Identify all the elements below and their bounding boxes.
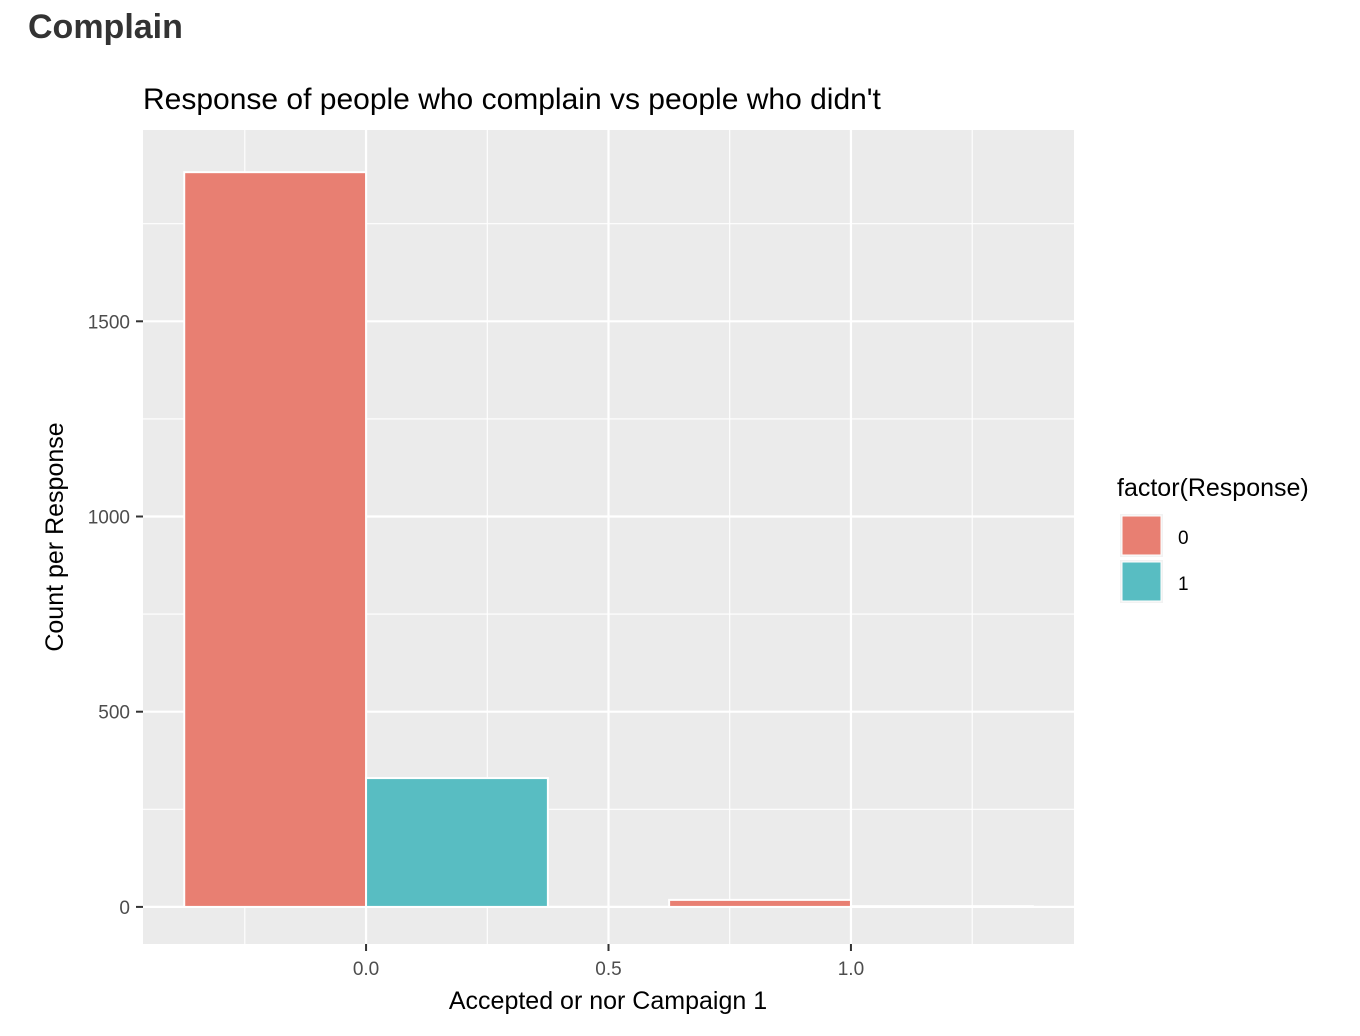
legend-item-0: 0 [1120,514,1189,557]
y-axis: 0 500 1000 1500 [88,312,143,919]
y-tick-label: 1500 [88,312,130,333]
legend-item-1: 1 [1120,560,1189,603]
x-axis-title: Accepted or nor Campaign 1 [449,987,767,1015]
x-tick-label: 0.0 [353,959,379,980]
legend-label-0: 0 [1178,528,1189,549]
legend-title: factor(Response) [1117,474,1309,502]
legend-swatch-1 [1121,561,1162,602]
bar-series-0-x-1 [668,898,852,908]
bar-series-1-x-1 [849,905,1034,908]
bars [183,171,1034,908]
y-tick-label: 500 [98,703,130,724]
bar-series-0-x-0 [183,171,368,908]
legend-label-1: 1 [1178,574,1189,595]
bar-series-1-x-0 [365,777,549,908]
legend: factor(Response) 0 1 [1117,474,1309,603]
x-axis: 0.0 0.5 1.0 [353,944,864,980]
legend-swatch-0 [1121,515,1162,556]
y-tick-label: 1000 [88,508,130,529]
page-title: Complain [28,8,183,46]
y-tick-label: 0 [119,898,130,919]
x-tick-label: 1.0 [838,959,864,980]
x-tick-label: 0.5 [595,959,621,980]
plot-title: Response of people who complain vs peopl… [143,83,882,116]
y-axis-title: Count per Response [41,422,69,651]
